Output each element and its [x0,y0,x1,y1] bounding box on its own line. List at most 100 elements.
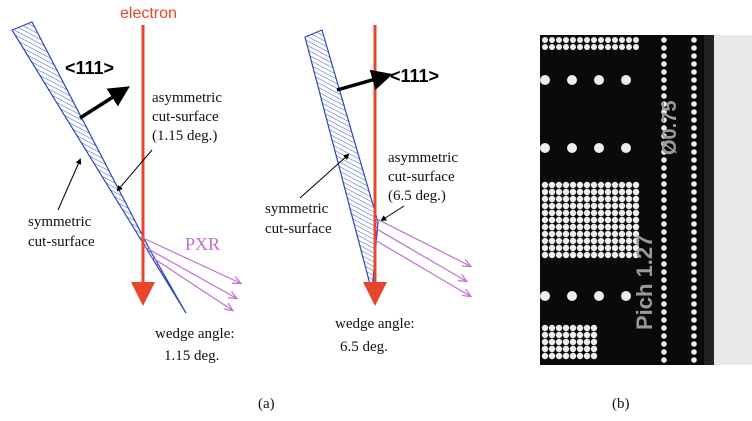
label-line: (1.15 deg.) [152,128,217,144]
pad [619,189,625,195]
pad [584,231,590,237]
pad [570,203,576,209]
pad [605,44,611,50]
pad [691,61,697,67]
pad [605,182,611,188]
pad [577,339,583,345]
label-line: (6.5 deg.) [388,188,446,204]
pad [570,339,576,345]
pad [591,252,597,258]
pad [621,291,631,301]
pad [691,165,697,171]
pad [570,332,576,338]
pad [584,44,590,50]
pad [691,309,697,315]
pad [584,325,590,331]
pad [556,332,562,338]
pad [633,217,639,223]
pad [584,189,590,195]
pad [577,196,583,202]
pad [612,245,618,251]
pad [691,245,697,251]
pad [661,277,667,283]
pad [691,285,697,291]
pad [605,238,611,244]
pad [661,269,667,275]
pad [626,224,632,230]
pad [661,213,667,219]
pad [577,245,583,251]
pad [556,210,562,216]
pad [570,231,576,237]
pad [542,37,548,43]
pad [563,325,569,331]
pad [591,44,597,50]
pad [591,231,597,237]
pad [542,217,548,223]
pad [556,37,562,43]
pad [633,224,639,230]
pad [626,37,632,43]
left-diagram: electron <111> asymmetric cut-surface (1… [12,5,240,364]
pad [661,229,667,235]
label-line: cut-surface [265,221,332,237]
pad [661,85,667,91]
pad [549,245,555,251]
pad [542,332,548,338]
pad [549,332,555,338]
pad [661,197,667,203]
pad [591,224,597,230]
pad [584,210,590,216]
pad [549,189,555,195]
pad [556,252,562,258]
pad [598,196,604,202]
wedge-label: wedge angle: 1.15 deg. [155,326,235,364]
pad [542,339,548,345]
pad [591,325,597,331]
pad [691,93,697,99]
pad [633,189,639,195]
pad [563,196,569,202]
pad [626,217,632,223]
pad [556,353,562,359]
pad [556,189,562,195]
pad [691,173,697,179]
pad [691,253,697,259]
pad [556,245,562,251]
pad [612,44,618,50]
pad [619,37,625,43]
pad [556,182,562,188]
pad [577,238,583,244]
pad [691,341,697,347]
pad [570,189,576,195]
pad [584,37,590,43]
pad [612,217,618,223]
pad [619,203,625,209]
pad [591,332,597,338]
pad [633,203,639,209]
pad [661,325,667,331]
pad [563,210,569,216]
pad [691,157,697,163]
pad [605,189,611,195]
pad [549,44,555,50]
pad [598,44,604,50]
pad [612,224,618,230]
pad [542,231,548,237]
diameter-label: Ø0.75 [659,101,681,155]
pad [691,77,697,83]
pad [691,349,697,355]
pad [549,182,555,188]
pad [661,69,667,75]
pad [563,224,569,230]
pad [577,332,583,338]
pad [661,173,667,179]
pad [626,196,632,202]
pad [621,143,631,153]
pad [549,217,555,223]
pad [549,325,555,331]
pad [584,353,590,359]
pad [570,37,576,43]
pad [661,221,667,227]
pad [691,205,697,211]
